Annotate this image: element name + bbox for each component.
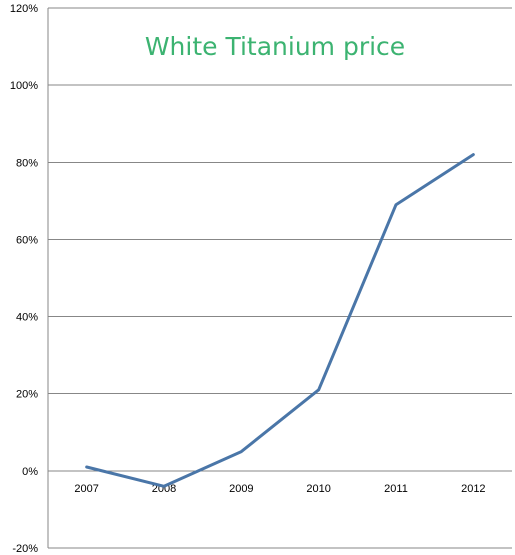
x-tick-labels: 2007 2008 2009 2010 2011 2012: [74, 483, 485, 495]
y-tick-label: 100%: [10, 80, 38, 92]
y-tick-label: 120%: [10, 3, 38, 15]
gridlines: [48, 7, 512, 549]
y-tick-label: 80%: [16, 157, 38, 169]
x-tick-label: 2007: [74, 483, 98, 495]
y-tick-label: 0%: [22, 466, 38, 478]
series-layer: [85, 153, 475, 488]
chart-title: White Titanium price: [145, 32, 405, 61]
y-tick-label: 20%: [16, 389, 38, 401]
x-tick-label: 2009: [229, 483, 253, 495]
y-tick-label: -20%: [12, 543, 38, 555]
y-tick-labels: -20% 0% 20% 40% 60% 80% 100% 120%: [10, 3, 38, 555]
x-tick-label: 2011: [384, 483, 408, 495]
y-tick-label: 60%: [16, 234, 38, 246]
x-tick-label: 2012: [461, 483, 485, 495]
series-line: [85, 153, 475, 488]
x-tick-label: 2010: [306, 483, 330, 495]
y-tick-label: 40%: [16, 312, 38, 324]
